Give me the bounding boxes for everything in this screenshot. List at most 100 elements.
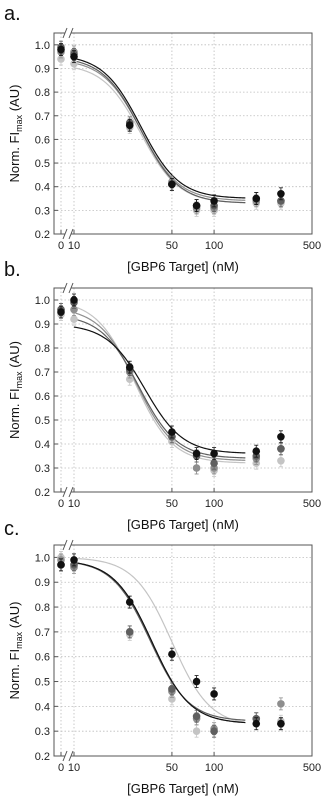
y-tick-label: 0.7 [35, 111, 50, 123]
y-tick-label: 0.3 [35, 726, 50, 738]
y-axis-label: Norm. FImax (AU) [7, 85, 24, 183]
data-point [277, 433, 285, 441]
fit-curve [73, 326, 246, 454]
fit-curve [73, 557, 246, 724]
axis-break-mark [68, 27, 74, 39]
axis-break-mask [65, 282, 71, 294]
y-axis-label-subscript: max [14, 631, 24, 649]
x-tick-label: 50 [166, 762, 178, 774]
data-point [125, 375, 134, 384]
x-axis-label: [GBP6 Target] (nM) [127, 781, 239, 796]
data-point [70, 315, 78, 324]
y-tick-label: 0.5 [35, 415, 50, 427]
axis-break-mask [65, 228, 71, 240]
fit-curve [73, 67, 246, 204]
axis-break-mark [62, 539, 68, 551]
axis-break-mask [65, 539, 71, 551]
axis-break-mark [68, 228, 74, 240]
axis-break-mask [65, 27, 71, 39]
y-axis-label-subscript: max [14, 114, 24, 132]
y-axis-label-subscript: max [14, 371, 24, 389]
x-tick-label: 100 [205, 498, 223, 510]
y-tick-label: 1.0 [35, 552, 50, 564]
y-tick-label: 1.0 [35, 40, 50, 52]
x-tick-label: 0 [58, 498, 64, 510]
data-point [277, 190, 285, 198]
axis-break-mark [68, 282, 74, 294]
data-point [125, 628, 134, 636]
x-tick-label: 0 [58, 762, 64, 774]
axis-break-mark [68, 486, 74, 498]
plot-frame [53, 544, 313, 757]
y-tick-label: 0.5 [35, 677, 50, 689]
y-axis-label-unit: (AU) [7, 85, 22, 115]
data-point [192, 464, 201, 472]
x-tick-label: 100 [205, 240, 223, 252]
data-point [70, 52, 78, 61]
fit-curve [73, 57, 246, 199]
y-tick-label: 0.4 [35, 439, 50, 451]
data-point [168, 428, 176, 436]
x-tick-label: 500 [303, 762, 321, 774]
x-axis-label: [GBP6 Target] (nM) [127, 259, 239, 274]
data-point [168, 685, 176, 693]
data-point [70, 305, 78, 314]
data-point [210, 449, 218, 458]
axis-break-mark [68, 750, 74, 762]
y-tick-label: 0.7 [35, 367, 50, 379]
data-point [252, 447, 261, 456]
axis-break-mark [62, 486, 68, 498]
data-point [57, 308, 65, 316]
y-tick-label: 0.8 [35, 343, 50, 355]
x-axis-label: [GBP6 Target] (nM) [127, 517, 239, 532]
data-point [168, 650, 176, 659]
y-tick-label: 0.3 [35, 205, 50, 217]
data-point [277, 719, 285, 728]
axis-break-mark [62, 228, 68, 240]
chart-panel-1: a. 0.2 0.3 0.4 0.5 0.6 0.7 0.8 0.9 1.0 0 10 50 100 500… [4, 3, 321, 274]
fit-curve [73, 562, 246, 721]
y-tick-label: 0.7 [35, 627, 50, 639]
y-axis-label-main: Norm. FI [7, 649, 22, 700]
y-tick-label: 0.6 [35, 652, 50, 664]
y-tick-label: 0.9 [35, 577, 50, 589]
chart-panel-3: c. 0.2 0.3 0.4 0.5 0.6 0.7 0.8 0.9 1.0 0 10 50 100 500… [4, 518, 321, 796]
data-point [277, 445, 285, 453]
data-point [210, 459, 218, 468]
data-point [252, 194, 261, 203]
data-point [210, 727, 218, 735]
y-tick-label: 0.2 [35, 487, 50, 499]
data-point [252, 719, 261, 728]
data-point [192, 677, 201, 686]
y-tick-label: 1.0 [35, 295, 50, 307]
fit-curve [73, 62, 246, 201]
fit-curve [73, 318, 246, 459]
y-tick-label: 0.4 [35, 182, 50, 194]
y-tick-label: 0.2 [35, 751, 50, 763]
panel-label: a. [4, 3, 21, 25]
y-tick-label: 0.6 [35, 391, 50, 403]
data-point [192, 712, 201, 721]
y-axis-label-unit: (AU) [7, 341, 22, 371]
y-tick-label: 0.8 [35, 602, 50, 614]
x-tick-label: 10 [68, 498, 80, 510]
x-tick-label: 10 [68, 762, 80, 774]
data-point [70, 59, 78, 68]
fit-curve [73, 312, 246, 461]
fit-curve [73, 561, 246, 724]
y-tick-label: 0.6 [35, 134, 50, 146]
data-point [277, 197, 285, 205]
x-tick-label: 100 [205, 762, 223, 774]
data-point [125, 598, 134, 606]
data-point [192, 201, 201, 210]
x-tick-label: 0 [58, 240, 64, 252]
y-axis-label-main: Norm. FI [7, 388, 22, 439]
data-point [192, 449, 201, 458]
y-tick-label: 0.4 [35, 701, 50, 713]
fit-curve [73, 561, 246, 724]
data-point [192, 727, 201, 735]
data-point [168, 180, 176, 189]
y-tick-label: 0.5 [35, 158, 50, 170]
panel-label: c. [4, 518, 20, 540]
